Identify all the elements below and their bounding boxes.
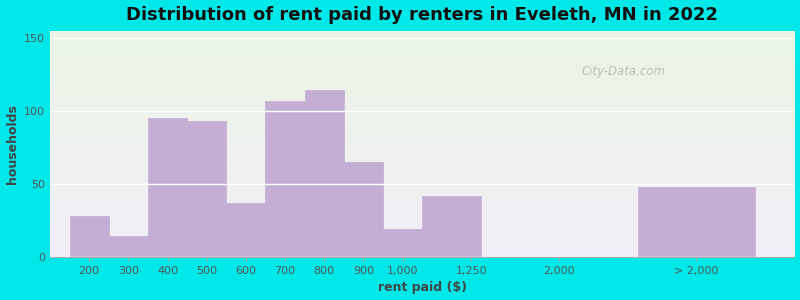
Bar bbox=[70, 216, 109, 257]
X-axis label: rent paid ($): rent paid ($) bbox=[378, 281, 466, 294]
Bar bbox=[187, 121, 226, 257]
Bar bbox=[226, 203, 266, 257]
Bar bbox=[109, 236, 148, 257]
Bar bbox=[148, 118, 187, 257]
Bar bbox=[305, 91, 344, 257]
Bar bbox=[383, 229, 422, 257]
Bar bbox=[422, 196, 481, 257]
Y-axis label: households: households bbox=[6, 104, 18, 184]
Bar bbox=[266, 101, 305, 257]
Bar bbox=[638, 187, 755, 257]
Title: Distribution of rent paid by renters in Eveleth, MN in 2022: Distribution of rent paid by renters in … bbox=[126, 6, 718, 24]
Text: City-Data.com: City-Data.com bbox=[581, 65, 666, 78]
Bar bbox=[344, 162, 383, 257]
